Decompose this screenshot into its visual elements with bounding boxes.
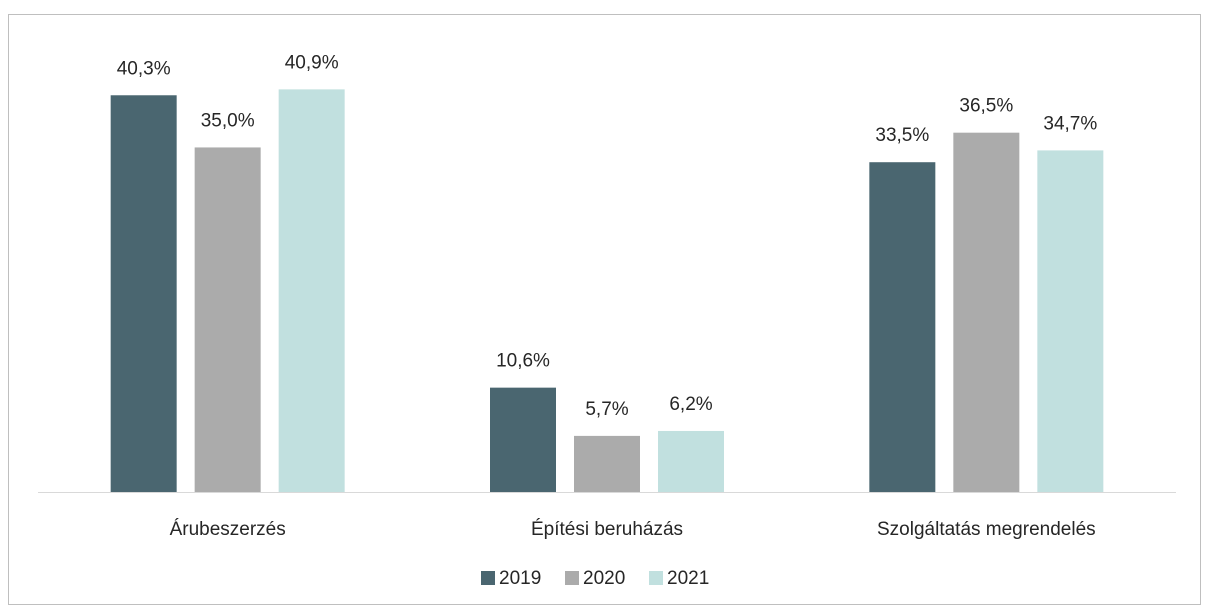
x-tick-label: Árubeszerzés xyxy=(170,519,286,540)
bar xyxy=(490,387,556,492)
x-tick-label: Szolgáltatás megrendelés xyxy=(877,519,1096,540)
data-label: 40,9% xyxy=(285,52,339,73)
bar xyxy=(658,430,724,492)
data-label: 6,2% xyxy=(669,394,712,415)
bar xyxy=(1037,150,1104,493)
data-label: 33,5% xyxy=(875,125,929,146)
legend-swatch xyxy=(481,571,495,585)
bar xyxy=(110,95,177,492)
data-label: 10,6% xyxy=(496,351,550,372)
legend-swatch xyxy=(565,571,579,585)
bar xyxy=(194,147,261,492)
x-tick-label: Építési beruházás xyxy=(531,519,683,540)
legend-label: 2020 xyxy=(583,568,625,589)
legend-swatch xyxy=(649,571,663,585)
data-label: 34,7% xyxy=(1043,113,1097,134)
data-label: 35,0% xyxy=(201,110,255,131)
bar xyxy=(953,132,1020,492)
bar xyxy=(574,435,640,492)
data-label: 40,3% xyxy=(117,58,171,79)
data-label: 36,5% xyxy=(959,96,1013,117)
data-label: 5,7% xyxy=(585,399,628,420)
bar xyxy=(278,89,345,493)
bar xyxy=(869,162,936,492)
legend-label: 2021 xyxy=(667,568,709,589)
chart-frame xyxy=(8,14,1201,605)
legend-label: 2019 xyxy=(499,568,541,589)
